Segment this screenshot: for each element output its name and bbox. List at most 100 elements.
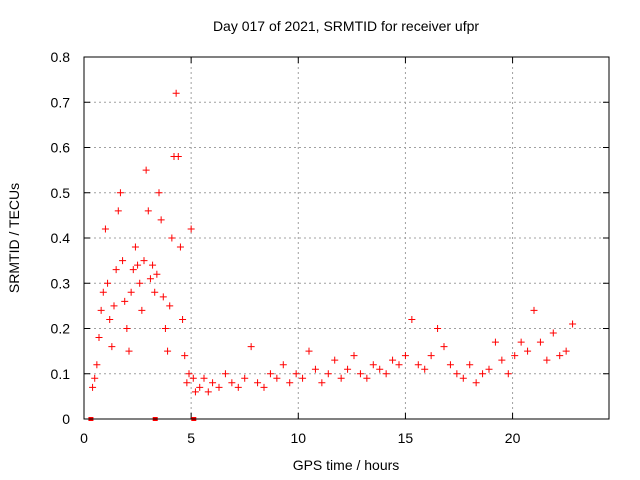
data-point <box>311 365 319 373</box>
data-point <box>140 257 148 265</box>
data-point <box>305 347 313 355</box>
data-point <box>254 379 262 387</box>
grid-lines <box>84 57 609 419</box>
data-point <box>241 374 249 382</box>
data-point <box>129 266 137 274</box>
data-point <box>121 297 129 305</box>
data-point <box>112 266 120 274</box>
data-point <box>181 352 189 360</box>
x-tick-label: 15 <box>398 430 414 446</box>
data-point <box>562 347 570 355</box>
data-point <box>200 374 208 382</box>
y-tick-label: 0.1 <box>51 366 71 382</box>
data-point <box>453 370 461 378</box>
data-point <box>324 370 332 378</box>
data-point <box>119 257 127 265</box>
data-point <box>459 374 467 382</box>
data-point <box>260 383 268 391</box>
x-tick-label: 10 <box>290 430 306 446</box>
data-point <box>524 347 532 355</box>
data-point <box>408 315 416 323</box>
data-point <box>101 225 109 233</box>
data-point <box>136 279 144 287</box>
data-point <box>183 379 191 387</box>
data-point <box>89 383 97 391</box>
data-point <box>286 379 294 387</box>
data-point <box>350 352 358 360</box>
data-point <box>337 374 345 382</box>
data-point <box>157 216 165 224</box>
data-point <box>530 306 538 314</box>
data-point <box>491 338 499 346</box>
data-point <box>151 288 159 296</box>
data-point <box>421 365 429 373</box>
data-point <box>149 261 157 269</box>
data-point <box>395 361 403 369</box>
data-point <box>440 343 448 351</box>
data-point <box>504 370 512 378</box>
data-point <box>127 288 135 296</box>
data-point <box>382 370 390 378</box>
y-tick-label: 0.8 <box>51 49 71 65</box>
data-point <box>134 261 142 269</box>
data-point <box>138 306 146 314</box>
data-point <box>159 293 167 301</box>
data-point <box>164 347 172 355</box>
y-tick-label: 0.3 <box>51 275 71 291</box>
data-point <box>179 315 187 323</box>
data-point <box>549 329 557 337</box>
data-point <box>110 302 118 310</box>
data-point <box>363 374 371 382</box>
data-point <box>517 338 525 346</box>
data-point <box>556 352 564 360</box>
data-point <box>161 325 169 332</box>
data-point <box>191 388 199 396</box>
data-point <box>569 320 577 328</box>
data-point <box>168 234 176 242</box>
data-point <box>153 270 161 278</box>
y-axis-label: SRMTID / TECUs <box>6 183 22 293</box>
data-point <box>106 315 114 323</box>
y-tick-label: 0.5 <box>51 185 71 201</box>
y-tick-label: 0.6 <box>51 140 71 156</box>
data-point <box>97 306 105 314</box>
data-point <box>356 370 364 378</box>
data-point <box>427 352 435 360</box>
data-point <box>221 370 229 378</box>
data-point <box>279 361 287 369</box>
data-point <box>108 343 116 351</box>
y-tick-label: 0.4 <box>51 230 71 246</box>
data-point <box>189 374 197 382</box>
y-tick-label: 0.7 <box>51 94 71 110</box>
data-point <box>511 352 519 360</box>
data-point <box>144 207 152 215</box>
tick-labels: 0 0.1 0.2 0.3 0.4 0.5 0.6 0.7 0.8 0 5 10 15 20 <box>51 49 521 446</box>
data-point <box>155 189 163 197</box>
data-point <box>414 361 422 369</box>
data-point <box>176 243 184 251</box>
data-point <box>472 379 480 387</box>
x-tick-label: 20 <box>505 430 521 446</box>
data-point <box>376 365 384 373</box>
data-point <box>389 356 397 364</box>
data-point <box>247 343 255 351</box>
data-point <box>146 275 154 283</box>
data-point <box>479 370 487 378</box>
data-point <box>485 365 493 373</box>
data-point <box>234 383 242 391</box>
data-point <box>116 189 124 197</box>
data-point <box>166 302 174 310</box>
data-point <box>466 361 474 369</box>
data-point <box>331 356 339 364</box>
data-point <box>174 153 182 161</box>
data-point <box>131 243 139 251</box>
data-point <box>543 356 551 364</box>
x-tick-label: 5 <box>187 430 195 446</box>
data-point <box>536 338 544 346</box>
x-tick-label: 0 <box>80 430 88 446</box>
data-point <box>498 356 506 364</box>
data-point <box>185 370 193 378</box>
data-point <box>123 325 131 332</box>
chart-title: Day 017 of 2021, SRMTID for receiver ufp… <box>213 18 479 34</box>
